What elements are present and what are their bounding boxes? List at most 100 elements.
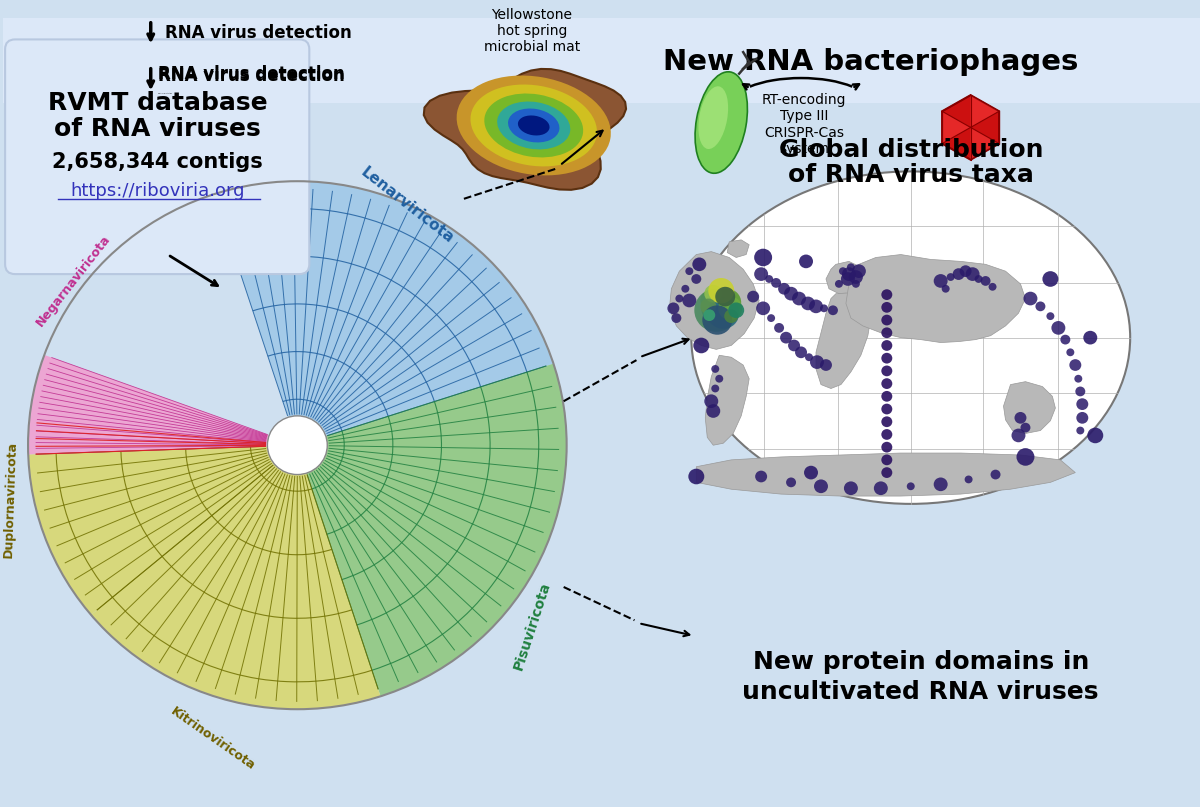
Text: Pisuviricota: Pisuviricota [511,580,553,672]
Circle shape [907,483,914,490]
Circle shape [1087,428,1103,443]
Circle shape [881,366,893,376]
Circle shape [942,285,949,293]
Circle shape [780,332,792,344]
Circle shape [692,257,707,271]
Wedge shape [91,445,380,709]
Ellipse shape [698,86,728,149]
Circle shape [881,454,893,466]
Circle shape [881,404,893,415]
Text: RNA virus detection: RNA virus detection [157,93,172,94]
Circle shape [701,290,722,312]
Circle shape [713,289,742,316]
Circle shape [1016,448,1034,466]
Circle shape [848,270,863,284]
Circle shape [707,404,720,418]
Circle shape [953,268,965,280]
Circle shape [881,467,893,478]
Circle shape [852,280,860,288]
Circle shape [852,265,866,278]
Circle shape [881,353,893,364]
Circle shape [1076,427,1085,434]
Circle shape [841,272,854,286]
Circle shape [728,303,744,318]
Polygon shape [816,294,871,388]
Circle shape [694,337,709,353]
Circle shape [966,267,979,281]
Circle shape [989,283,996,291]
Circle shape [685,267,694,275]
Circle shape [1014,412,1026,424]
Circle shape [725,309,738,323]
Polygon shape [971,95,1000,128]
Text: Duplornaviricota: Duplornaviricota [1,441,19,558]
Circle shape [804,466,818,479]
Circle shape [934,274,948,288]
Circle shape [784,286,798,300]
Circle shape [934,478,948,491]
Circle shape [707,298,739,329]
Ellipse shape [485,94,583,157]
Circle shape [766,275,773,283]
Circle shape [712,365,719,373]
Circle shape [786,478,796,487]
Circle shape [755,470,767,483]
Circle shape [671,313,682,323]
Text: RNA virus detection: RNA virus detection [157,67,344,85]
Wedge shape [214,182,553,445]
Polygon shape [706,355,749,445]
Text: Global distribution: Global distribution [779,138,1043,162]
Circle shape [844,482,858,495]
Circle shape [708,278,734,303]
Circle shape [980,276,990,286]
Polygon shape [942,111,971,144]
Wedge shape [28,355,298,454]
Circle shape [1051,321,1066,335]
Ellipse shape [470,85,596,166]
Circle shape [754,249,772,266]
Circle shape [1074,374,1082,383]
Circle shape [881,429,893,440]
Circle shape [835,280,842,288]
Text: RNA virus detection: RNA virus detection [164,23,352,42]
Polygon shape [826,261,864,294]
Polygon shape [1003,382,1055,433]
Circle shape [689,469,704,484]
Circle shape [1075,387,1085,396]
Circle shape [974,275,983,283]
Circle shape [703,309,715,321]
Circle shape [799,254,814,268]
Circle shape [778,283,790,295]
Circle shape [1084,331,1097,345]
Circle shape [702,305,732,335]
Text: uncultivated RNA viruses: uncultivated RNA viruses [743,679,1099,704]
Circle shape [704,395,719,408]
Text: RNA virus detection: RNA virus detection [157,65,344,82]
Ellipse shape [691,171,1130,504]
Circle shape [712,385,719,392]
Circle shape [772,278,781,288]
Circle shape [881,391,893,402]
Text: New RNA bacteriophages: New RNA bacteriophages [664,48,1079,76]
Circle shape [701,299,716,314]
Text: of RNA viruses: of RNA viruses [54,117,262,141]
Circle shape [748,291,760,303]
Text: Negarnaviricota: Negarnaviricota [34,232,113,329]
Circle shape [965,475,972,483]
Circle shape [839,267,847,275]
Circle shape [704,285,722,303]
Ellipse shape [497,102,570,149]
Circle shape [828,305,838,316]
Circle shape [756,302,770,316]
Circle shape [881,441,893,453]
Circle shape [820,304,828,312]
Circle shape [695,289,738,332]
FancyBboxPatch shape [5,40,310,274]
Circle shape [1020,423,1031,433]
Text: 2,658,344 contigs: 2,658,344 contigs [53,152,263,172]
Circle shape [683,294,696,307]
Text: New protein domains in: New protein domains in [752,650,1088,675]
Polygon shape [670,252,760,349]
Circle shape [715,286,736,307]
Circle shape [1076,399,1088,410]
